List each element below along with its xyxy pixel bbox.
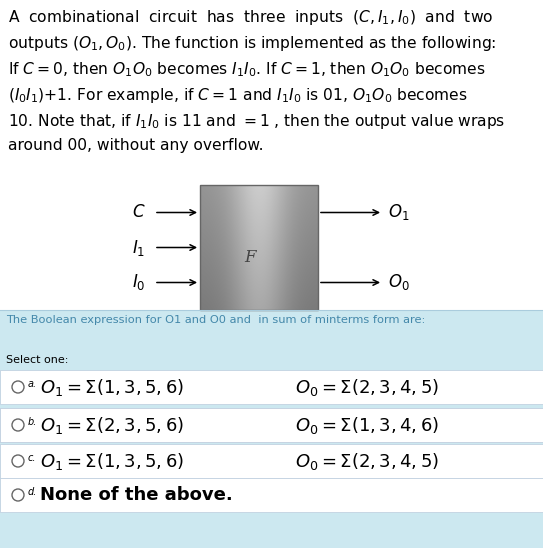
Text: b.: b. (28, 417, 37, 427)
Text: Select one:: Select one: (6, 355, 68, 365)
Bar (0, 0, 543, 310)
Text: $O_1 = \Sigma(2,3,5,6)$: $O_1 = \Sigma(2,3,5,6)$ (40, 414, 184, 436)
Text: outputs $(O_1, O_0)$. The function is implemented as the following:: outputs $(O_1, O_0)$. The function is im… (8, 34, 496, 53)
Bar (0, 370, 543, 404)
Text: F: F (244, 249, 255, 266)
Text: $O_0 = \Sigma(1,3,4,6)$: $O_0 = \Sigma(1,3,4,6)$ (295, 414, 439, 436)
Text: $I_0$: $I_0$ (132, 272, 146, 293)
Text: If $C = 0$, then $O_1O_0$ becomes $I_1I_0$. If $C = 1$, then $O_1O_0$ becomes: If $C = 0$, then $O_1O_0$ becomes $I_1I_… (8, 60, 485, 79)
Bar (0, 408, 543, 442)
Circle shape (12, 489, 24, 501)
Text: $I_1$: $I_1$ (132, 237, 146, 258)
Circle shape (12, 455, 24, 467)
Text: $(I_0I_1)$+1. For example, if $C = 1$ and $I_1I_0$ is 01, $O_1O_0$ becomes: $(I_0I_1)$+1. For example, if $C = 1$ an… (8, 86, 468, 105)
Bar (0, 310, 543, 548)
Text: d.: d. (28, 487, 37, 497)
Text: A  combinational  circuit  has  three  inputs  $(C, I_1, I_0)$  and  two: A combinational circuit has three inputs… (8, 8, 494, 27)
Text: None of the above.: None of the above. (40, 486, 233, 504)
Text: $C$: $C$ (132, 204, 146, 221)
Bar (0, 408, 543, 442)
Circle shape (12, 419, 24, 431)
Bar (200, 185, 318, 310)
Text: $O_0 = \Sigma(2,3,4,5)$: $O_0 = \Sigma(2,3,4,5)$ (295, 376, 439, 397)
Text: $O_1 = \Sigma(1,3,5,6)$: $O_1 = \Sigma(1,3,5,6)$ (40, 450, 184, 471)
Circle shape (12, 381, 24, 393)
Bar (0, 444, 543, 478)
Text: 10. Note that, if $I_1I_0$ is 11 and $= 1$ , then the output value wraps: 10. Note that, if $I_1I_0$ is 11 and $= … (8, 112, 506, 131)
Text: $O_1$: $O_1$ (388, 203, 409, 222)
Text: $O_1 = \Sigma(1,3,5,6)$: $O_1 = \Sigma(1,3,5,6)$ (40, 376, 184, 397)
Text: The Boolean expression for O1 and O0 and  in sum of minterms form are:: The Boolean expression for O1 and O0 and… (6, 315, 425, 325)
Text: $O_0 = \Sigma(2,3,4,5)$: $O_0 = \Sigma(2,3,4,5)$ (295, 450, 439, 471)
Bar (0, 478, 543, 512)
Text: around 00, without any overflow.: around 00, without any overflow. (8, 138, 263, 153)
Text: a.: a. (28, 379, 37, 389)
Text: c.: c. (28, 453, 36, 463)
Text: $O_0$: $O_0$ (388, 272, 410, 293)
